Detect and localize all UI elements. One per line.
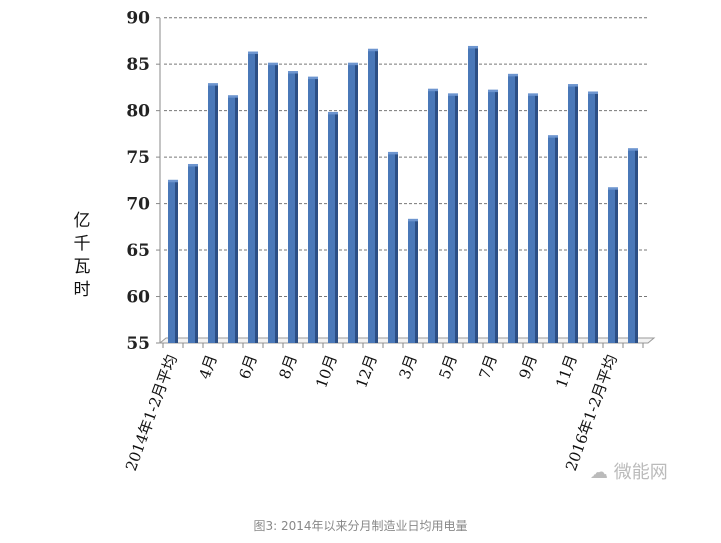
figure-caption: 图3: 2014年以来分月制造业日均用电量	[253, 519, 468, 533]
bar-side	[195, 165, 198, 343]
y-tick-label: 75	[126, 148, 150, 168]
bar-top	[208, 83, 218, 86]
bar	[288, 72, 298, 343]
bar-side	[215, 84, 218, 343]
y-tick-label: 70	[126, 195, 150, 215]
bar	[608, 188, 618, 343]
bar-top	[328, 111, 338, 115]
bar	[448, 94, 458, 343]
bar	[208, 84, 218, 343]
y-tick-label: 60	[126, 288, 150, 308]
bar	[488, 91, 498, 344]
bar-side	[455, 94, 458, 343]
watermark: ☁ 微能网	[590, 462, 668, 483]
bar-top	[608, 187, 618, 190]
x-tick-label: 3月	[395, 352, 420, 381]
bar-top	[308, 76, 318, 80]
bar	[348, 64, 358, 344]
bar	[328, 113, 338, 343]
bar	[188, 165, 198, 343]
bar-side	[515, 75, 518, 343]
bar	[308, 78, 318, 343]
bar-side	[175, 181, 178, 343]
bar	[428, 90, 438, 343]
bar-side	[475, 47, 478, 344]
bar	[268, 64, 278, 344]
bar	[588, 92, 598, 344]
x-tick-label: 10月	[312, 352, 341, 390]
bar-top	[248, 51, 258, 55]
bar	[508, 75, 518, 343]
x-tick-label: 11月	[552, 352, 581, 390]
bar	[568, 85, 578, 344]
bar	[548, 136, 558, 343]
bar-top	[168, 179, 178, 183]
bar-top	[568, 84, 578, 87]
x-tick-label: 4月	[195, 352, 220, 381]
bar-top	[228, 95, 238, 98]
bar-side	[615, 188, 618, 343]
bar	[628, 149, 638, 343]
bar-top	[288, 71, 298, 74]
bar-side	[355, 64, 358, 344]
x-tick-label: 8月	[275, 352, 300, 381]
bar-side	[635, 149, 638, 343]
bar-side	[415, 220, 418, 343]
bar-top	[368, 48, 378, 52]
y-tick-label: 90	[126, 9, 150, 29]
bar-top	[528, 93, 538, 96]
bar-side	[495, 91, 498, 344]
wechat-icon: ☁	[590, 462, 614, 483]
bar-top	[348, 62, 358, 66]
bar-top	[628, 148, 638, 151]
bar-side	[295, 72, 298, 343]
bar-side	[595, 92, 598, 344]
bar-top	[508, 73, 518, 77]
bar	[388, 153, 398, 343]
bar-side	[315, 78, 318, 343]
x-tick-label: 9月	[515, 352, 540, 381]
bar-side	[375, 50, 378, 343]
x-tick-label: 5月	[435, 352, 460, 381]
bar	[248, 53, 258, 344]
x-tick-label: 7月	[475, 352, 500, 381]
bar-side	[555, 136, 558, 343]
x-tick-label: 12月	[352, 352, 381, 390]
bar-top	[408, 218, 418, 222]
bar	[528, 94, 538, 343]
bar-side	[255, 53, 258, 344]
bar-top	[448, 93, 458, 96]
bar-side	[235, 96, 238, 343]
bar	[168, 181, 178, 343]
y-tick-label: 55	[126, 334, 150, 354]
y-tick-label: 65	[126, 241, 150, 261]
bar-top	[488, 89, 498, 93]
bar-top	[428, 88, 438, 92]
bar	[368, 50, 378, 343]
y-tick-label: 80	[126, 102, 150, 122]
bar-side	[435, 90, 438, 343]
bar-top	[548, 135, 558, 138]
bar-top	[188, 163, 198, 167]
bar-side	[535, 94, 538, 343]
bar-top	[268, 62, 278, 66]
bar-top	[388, 151, 398, 155]
bar-side	[275, 64, 278, 344]
bar	[468, 47, 478, 344]
y-tick-label: 85	[126, 55, 150, 75]
bar	[228, 96, 238, 343]
bar-side	[395, 153, 398, 343]
y-axis-label: 亿千瓦时	[73, 211, 91, 300]
bar-side	[335, 113, 338, 343]
bar-top	[468, 45, 478, 49]
bar-top	[588, 91, 598, 94]
x-tick-label: 6月	[235, 352, 260, 381]
bar-side	[575, 85, 578, 344]
x-tick-label: 2014年1-2月平均	[122, 352, 181, 473]
bar	[408, 220, 418, 343]
